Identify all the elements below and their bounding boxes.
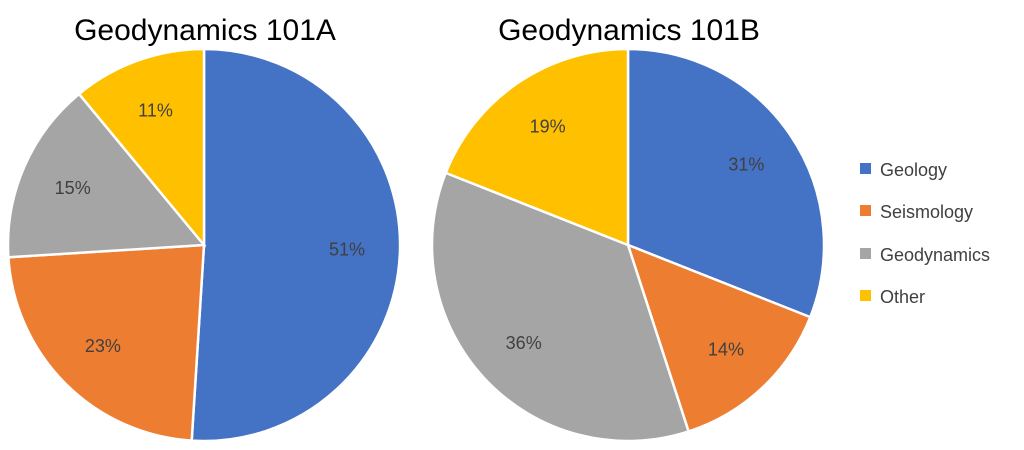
slice-label-101b-geodynamics: 36% — [506, 333, 542, 353]
legend-swatch-other — [860, 290, 871, 301]
legend-swatch-geology — [860, 163, 871, 174]
pie-slice-101a-geology — [190, 47, 402, 443]
slice-label-101a-geodynamics: 15% — [55, 178, 91, 198]
pie-slice-101b-other — [444, 47, 630, 247]
chart-title-101b: Geodynamics 101B — [498, 14, 760, 47]
legend-label-geodynamics: Geodynamics — [880, 245, 990, 265]
slice-label-101a-other: 11% — [138, 100, 173, 120]
pie-slice-101b-geodynamics — [430, 171, 691, 443]
legend-label-seismology: Seismology — [880, 202, 973, 222]
pie-chart-101a: 51% 23% 15% 11% — [6, 47, 402, 443]
pie-chart-101b: 31% 14% 36% 19% — [430, 47, 826, 443]
legend-label-geology: Geology — [880, 160, 947, 180]
chart-title-101a: Geodynamics 101A — [74, 14, 336, 47]
slice-label-101b-seismology: 14% — [708, 339, 744, 359]
legend-swatch-seismology — [860, 205, 871, 216]
slice-label-101b-other: 19% — [530, 117, 566, 137]
pie-slice-101a-seismology — [7, 243, 206, 442]
slice-label-101a-seismology: 23% — [85, 336, 121, 356]
pie-slice-101a-geodynamics — [6, 92, 207, 259]
slice-label-101a-geology: 51% — [329, 239, 365, 259]
legend-swatch-geodynamics — [860, 248, 871, 259]
legend: Geology Seismology Geodynamics Other — [860, 160, 990, 307]
pie-slice-101b-geology — [626, 47, 826, 319]
slice-label-101b-geology: 31% — [728, 155, 764, 175]
pie-slice-101a-other — [77, 47, 206, 249]
legend-label-other: Other — [880, 287, 925, 307]
